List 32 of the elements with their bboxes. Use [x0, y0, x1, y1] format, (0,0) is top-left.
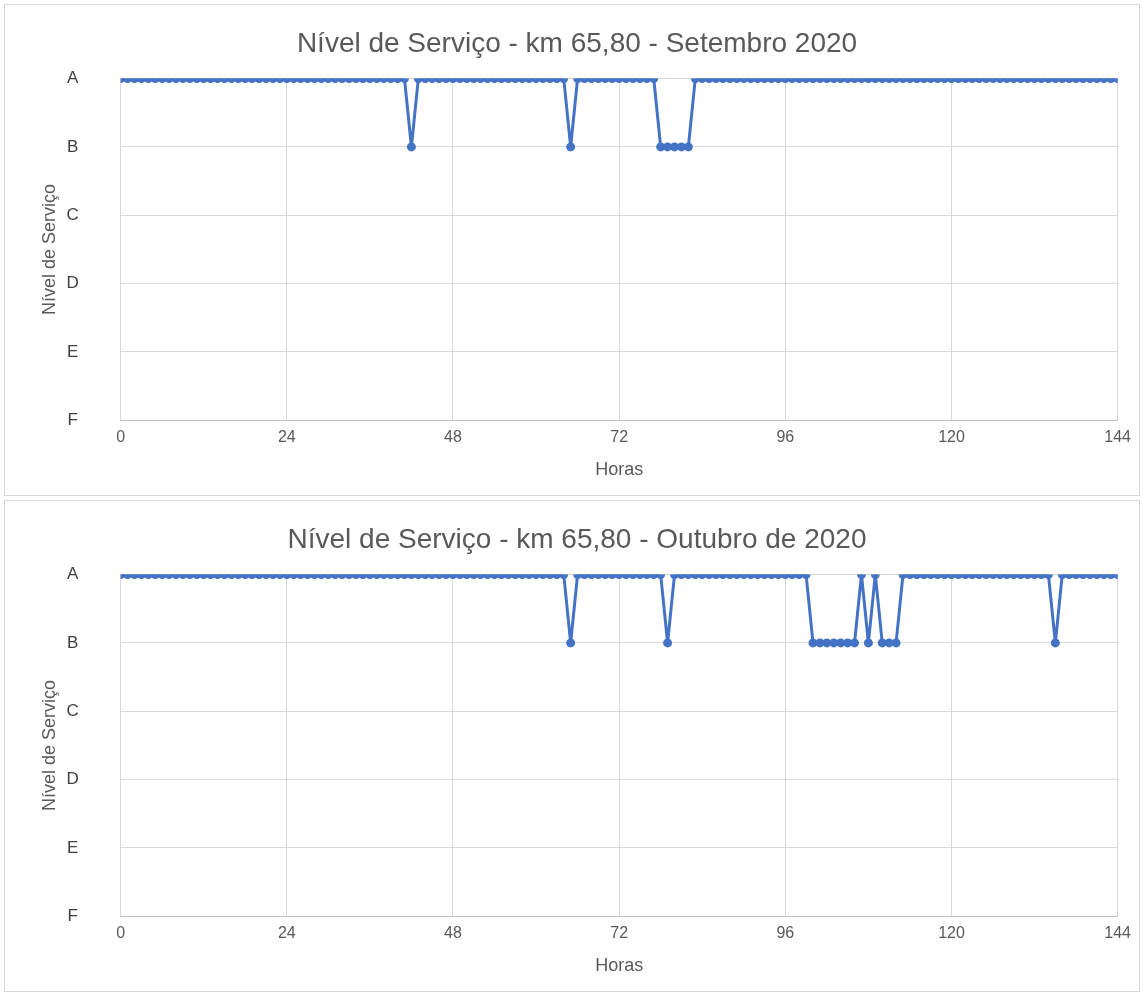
x-axis-title: Horas	[595, 459, 644, 480]
text: D	[66, 273, 79, 293]
x-tick-label: 96	[776, 428, 795, 446]
text: F	[67, 409, 78, 429]
text: A	[66, 68, 79, 88]
x-tick-label: 144	[1104, 428, 1132, 446]
x-tick-label: 96	[776, 924, 795, 942]
x-tick-label: 24	[277, 924, 296, 942]
chart-title: Nível de Serviço - km 65,80 - Setembro 2020	[296, 26, 858, 58]
y-axis-title: Nível de Serviço	[38, 183, 59, 315]
text: C	[66, 204, 79, 224]
x-tick-label: 0	[116, 428, 126, 446]
x-tick-label: 72	[610, 428, 629, 446]
x-tick-label: 120	[938, 428, 965, 446]
text: D	[66, 769, 79, 789]
text: E	[66, 341, 79, 361]
x-tick-label: 72	[610, 924, 629, 942]
x-tick-label: 48	[444, 924, 462, 942]
text: B	[66, 632, 79, 652]
text: A	[66, 564, 79, 584]
x-tick-label: 0	[116, 924, 126, 942]
text: B	[66, 136, 79, 156]
x-axis-title: Horas	[595, 955, 644, 976]
x-tick-label: 144	[1104, 924, 1132, 942]
text: F	[67, 905, 78, 925]
chart-title: Nível de Serviço - km 65,80 - Outubro de 2020	[287, 522, 867, 554]
y-axis-title: Nível de Serviço	[38, 679, 59, 811]
x-tick-label: 120	[938, 924, 965, 942]
text: E	[66, 837, 79, 857]
x-tick-label: 24	[277, 428, 296, 446]
x-tick-label: 48	[444, 428, 462, 446]
text: C	[66, 700, 79, 720]
